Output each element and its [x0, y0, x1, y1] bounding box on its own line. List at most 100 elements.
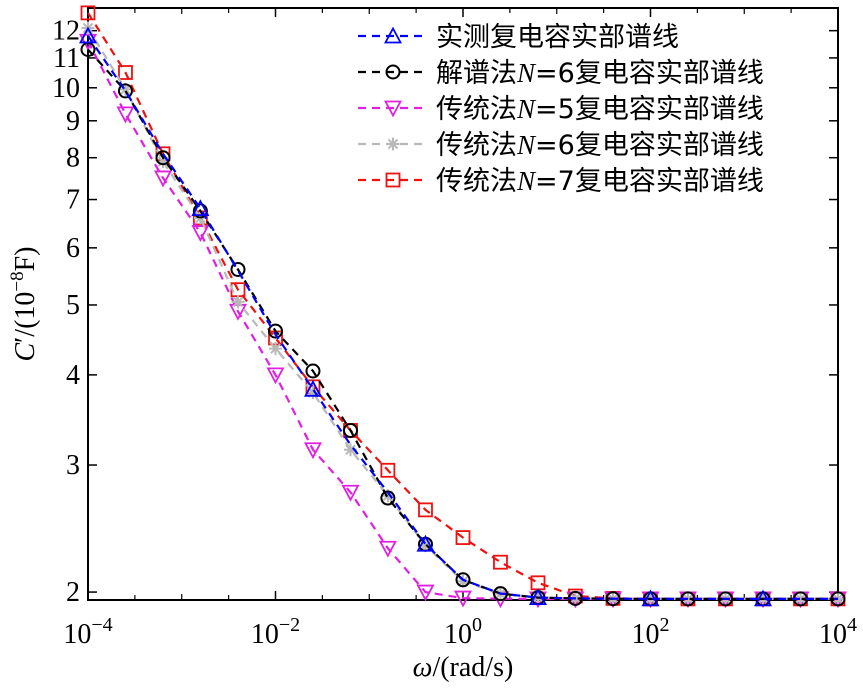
data-point	[231, 295, 245, 309]
y-axis-symbol: C	[10, 343, 41, 362]
legend-marker	[383, 100, 403, 118]
x-tick-base: 10	[251, 619, 279, 650]
legend-item: 实测复电容实部谱线	[358, 22, 679, 53]
data-point	[418, 502, 433, 518]
legend-marker	[385, 64, 401, 80]
legend-item: 传统法N=6复电容实部谱线	[358, 130, 764, 161]
y-tick-label: 11	[53, 43, 80, 74]
series-line	[87, 40, 838, 601]
data-point	[793, 592, 807, 606]
data-point	[344, 443, 358, 457]
y-tick-label: 2	[66, 577, 80, 608]
data-point	[303, 379, 322, 397]
data-point	[753, 589, 773, 607]
x-tick-exponent: −4	[91, 614, 112, 636]
series-line	[87, 35, 838, 601]
y-tick-label: 6	[66, 233, 80, 264]
data-point	[266, 367, 285, 385]
legend-label-part: 实测复电容实部谱线	[436, 22, 679, 53]
legend: 实测复电容实部谱线解谱法N=6复电容实部谱线传统法N=5复电容实部谱线传统法N=…	[358, 22, 764, 197]
series-group	[78, 5, 848, 609]
x-tick-base: 10	[819, 619, 847, 650]
data-point	[453, 590, 473, 608]
y-tick-label: 5	[66, 290, 80, 321]
data-point	[269, 342, 282, 356]
data-point	[416, 534, 435, 552]
data-point	[155, 150, 171, 166]
x-tick-base: 10	[63, 619, 91, 650]
y-axis-unit-pre: /(10	[10, 292, 41, 337]
data-point	[455, 530, 471, 545]
legend-label-part: N	[516, 166, 537, 196]
legend-item: 解谱法N=6复电容实部谱线	[358, 58, 764, 89]
x-axis-unit: /(rad/s)	[432, 652, 513, 683]
data-point	[605, 591, 621, 607]
legend-label-part: =6复电容实部谱线	[535, 130, 764, 161]
legend-label-part: N	[516, 94, 537, 124]
x-tick-label: 102	[632, 614, 670, 650]
legend-item: 传统法N=5复电容实部谱线	[358, 94, 764, 125]
data-point	[191, 199, 210, 217]
legend-label-part: =6复电容实部谱线	[535, 58, 764, 89]
data-point	[378, 540, 397, 558]
data-point	[80, 5, 96, 21]
y-tick-label: 8	[66, 143, 80, 174]
y-tick-label: 10	[52, 73, 80, 104]
legend-label-part: 传统法	[436, 166, 517, 197]
data-point	[230, 261, 246, 277]
data-point	[492, 586, 508, 602]
x-tick-exponent: 4	[847, 614, 857, 636]
legend-label-part: =7复电容实部谱线	[535, 166, 764, 197]
legend-label: 传统法N=7复电容实部谱线	[436, 166, 764, 197]
data-point	[118, 65, 133, 80]
legend-marker	[383, 26, 403, 44]
y-tick-label: 3	[66, 450, 80, 481]
x-tick-label: 104	[819, 614, 857, 650]
y-tick-label: 4	[66, 360, 80, 391]
x-tick-base: 10	[444, 619, 472, 650]
y-tick-label: 9	[66, 106, 80, 137]
x-tick-exponent: 2	[660, 614, 670, 636]
legend-label-part: =5复电容实部谱线	[535, 94, 764, 125]
series-2	[80, 41, 846, 607]
data-point	[306, 386, 320, 400]
x-tick-exponent: 0	[472, 614, 482, 636]
legend-marker	[386, 137, 400, 151]
x-tick-label: 10−2	[251, 614, 300, 650]
legend-label-part: N	[516, 58, 537, 88]
data-point	[156, 155, 170, 169]
data-point	[303, 442, 322, 460]
data-point	[192, 203, 208, 219]
data-point	[528, 588, 548, 605]
data-point	[830, 591, 846, 607]
legend-label-part: 传统法	[436, 94, 517, 125]
data-point	[530, 575, 546, 591]
data-point	[153, 170, 173, 188]
data-point	[117, 83, 133, 99]
data-point	[493, 554, 508, 570]
y-tick-label: 12	[52, 16, 80, 47]
x-axis-title: ω/(rad/s)	[413, 652, 514, 683]
legend-label-part: N	[516, 130, 537, 160]
data-point	[343, 422, 359, 438]
data-point	[416, 584, 435, 602]
y-axis-prime: ′	[10, 337, 41, 343]
x-tick-exponent: −2	[279, 614, 300, 636]
legend-label: 实测复电容实部谱线	[436, 22, 679, 53]
legend-label: 解谱法N=6复电容实部谱线	[436, 58, 764, 89]
legend-marker	[385, 172, 401, 188]
y-axis-unit-exp: −8	[7, 271, 28, 291]
legend-label: 传统法N=6复电容实部谱线	[436, 130, 764, 161]
data-point	[268, 323, 283, 339]
legend-label-part: 传统法	[436, 130, 517, 161]
data-point	[641, 589, 660, 607]
data-point	[455, 572, 471, 588]
data-point	[118, 82, 132, 96]
x-tick-base: 10	[632, 619, 660, 650]
y-tick-label: 7	[66, 185, 80, 216]
y-axis-unit-post: F)	[10, 246, 41, 271]
legend-label: 传统法N=5复电容实部谱线	[436, 94, 764, 125]
data-point	[380, 462, 396, 478]
